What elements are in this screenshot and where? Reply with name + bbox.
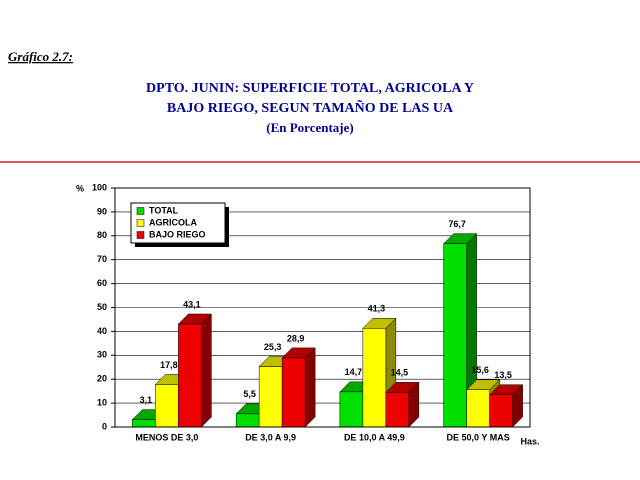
bar-side <box>201 313 212 428</box>
value-label: 3,1 <box>140 395 153 405</box>
y-axis-label: % <box>76 183 84 193</box>
y-tick-label: 60 <box>97 278 107 288</box>
bar <box>155 384 179 428</box>
legend <box>130 202 226 244</box>
x-axis-label: Has. <box>520 436 539 446</box>
value-label: 15,6 <box>471 365 489 375</box>
value-label: 14,7 <box>345 367 363 377</box>
bar <box>362 328 387 428</box>
chart-title: DPTO. JUNIN: SUPERFICIE TOTAL, AGRICOLA … <box>146 81 474 96</box>
bar <box>178 323 202 428</box>
bar <box>385 392 410 428</box>
x-tick-label: DE 3,0 A 9,9 <box>245 432 296 442</box>
legend-swatch <box>136 219 145 227</box>
figure-label: Gráfico 2.7: <box>8 49 73 64</box>
value-label: 43,1 <box>183 299 201 309</box>
y-tick-label: 100 <box>92 182 107 192</box>
bar <box>258 366 283 428</box>
bar <box>489 394 513 428</box>
bar <box>443 243 467 428</box>
bar <box>235 413 260 428</box>
bar <box>281 357 306 428</box>
y-tick-label: 20 <box>97 374 107 384</box>
y-tick-label: 70 <box>97 254 107 264</box>
y-tick-label: 80 <box>97 230 107 240</box>
value-label: 5,5 <box>243 389 256 399</box>
y-tick-label: 90 <box>97 206 107 216</box>
chart-subtitle: (En Porcentaje) <box>266 120 353 135</box>
bar-side <box>304 347 316 428</box>
x-tick-label: MENOS DE 3,0 <box>135 432 198 442</box>
legend-label: TOTAL <box>149 205 179 215</box>
value-label: 25,3 <box>264 342 282 352</box>
y-tick-label: 40 <box>97 326 107 336</box>
value-label: 14,5 <box>391 368 409 378</box>
value-label: 13,5 <box>494 370 512 380</box>
value-label: 76,7 <box>448 219 466 229</box>
y-tick-label: 10 <box>97 397 107 407</box>
value-label: 17,8 <box>160 360 178 370</box>
chart-title: BAJO RIEGO, SEGUN TAMAÑO DE LAS UA <box>167 98 454 116</box>
value-label: 28,9 <box>287 333 305 343</box>
y-tick-label: 30 <box>97 350 107 360</box>
x-tick-label: DE 50,0 Y MAS <box>447 432 510 442</box>
legend-swatch <box>136 207 145 215</box>
y-tick-label: 50 <box>97 302 107 312</box>
x-tick-label: DE 10,0 A 49,9 <box>344 432 405 442</box>
y-tick-label: 0 <box>102 421 107 431</box>
bar <box>132 419 156 428</box>
legend-label: BAJO RIEGO <box>149 229 206 239</box>
bar <box>339 391 364 428</box>
bar <box>466 389 490 428</box>
legend-label: AGRICOLA <box>149 217 197 227</box>
legend-swatch <box>136 231 145 239</box>
value-label: 41,3 <box>368 304 386 314</box>
